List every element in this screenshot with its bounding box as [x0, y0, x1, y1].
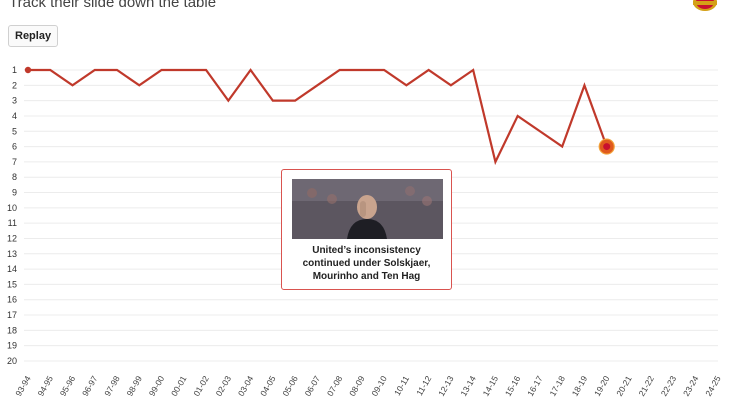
y-tick-label: 3	[12, 96, 17, 106]
annotation-card: United’s inconsistency continued under S…	[281, 169, 452, 290]
y-tick-label: 20	[7, 356, 17, 366]
x-tick-label: 08-09	[347, 374, 367, 398]
y-tick-label: 2	[12, 80, 17, 90]
club-crest-marker-inner	[603, 143, 611, 151]
x-tick-label: 99-00	[147, 374, 167, 398]
x-tick-label: 15-16	[503, 374, 523, 398]
x-tick-label: 04-05	[258, 374, 278, 398]
y-tick-label: 7	[12, 157, 17, 167]
annotation-caption: United’s inconsistency continued under S…	[302, 245, 431, 282]
y-tick-label: 1	[12, 65, 17, 75]
y-tick-label: 13	[7, 249, 17, 259]
y-tick-label: 5	[12, 126, 17, 136]
x-tick-label: 95-96	[58, 374, 78, 398]
y-tick-label: 17	[7, 310, 17, 320]
x-tick-label: 11-12	[414, 374, 433, 398]
x-tick-label: 10-11	[392, 374, 411, 398]
x-tick-label: 21-22	[636, 374, 656, 398]
start-marker	[24, 66, 32, 74]
x-tick-label: 20-21	[614, 374, 634, 398]
x-tick-label: 16-17	[525, 374, 545, 398]
x-tick-label: 93-94	[13, 374, 33, 398]
y-tick-label: 14	[7, 264, 17, 274]
y-tick-label: 16	[7, 295, 17, 305]
y-tick-label: 10	[7, 203, 17, 213]
y-tick-label: 6	[12, 142, 17, 152]
x-tick-label: 06-07	[303, 374, 323, 398]
y-tick-label: 15	[7, 279, 17, 289]
replay-button[interactable]: Replay	[8, 25, 59, 47]
x-tick-label: 01-02	[191, 374, 211, 398]
manager-photo	[292, 179, 443, 239]
y-tick-label: 8	[12, 172, 17, 182]
x-tick-label: 05-06	[280, 374, 300, 398]
x-tick-label: 94-95	[35, 374, 55, 398]
page-headline: Track their slide down the table	[9, 0, 217, 11]
x-tick-label: 23-24	[681, 374, 701, 398]
y-tick-label: 4	[12, 111, 17, 121]
series-line	[28, 68, 608, 166]
x-tick-label: 13-14	[458, 374, 478, 398]
x-tick-label: 96-97	[80, 374, 100, 398]
x-tick-label: 97-98	[102, 374, 122, 398]
x-tick-label: 18-19	[570, 374, 590, 398]
x-tick-label: 12-13	[436, 374, 456, 398]
x-tick-label: 03-04	[236, 374, 256, 398]
y-tick-label: 19	[7, 341, 17, 351]
y-tick-label: 9	[12, 188, 17, 198]
x-tick-label: 98-99	[124, 374, 144, 398]
x-tick-label: 22-23	[659, 374, 679, 398]
y-tick-label: 11	[8, 218, 17, 228]
y-tick-label: 18	[7, 325, 17, 335]
x-tick-label: 14-15	[481, 374, 501, 398]
x-tick-label: 07-08	[325, 374, 345, 398]
x-tick-label: 09-10	[369, 374, 389, 398]
club-crest-icon	[693, 0, 717, 11]
x-tick-label: 02-03	[214, 374, 234, 398]
x-tick-label: 24-25	[703, 374, 723, 398]
y-tick-label: 12	[7, 233, 17, 243]
x-tick-label: 19-20	[592, 374, 612, 398]
x-tick-label: 00-01	[169, 374, 189, 398]
x-tick-label: 17-18	[547, 374, 567, 398]
